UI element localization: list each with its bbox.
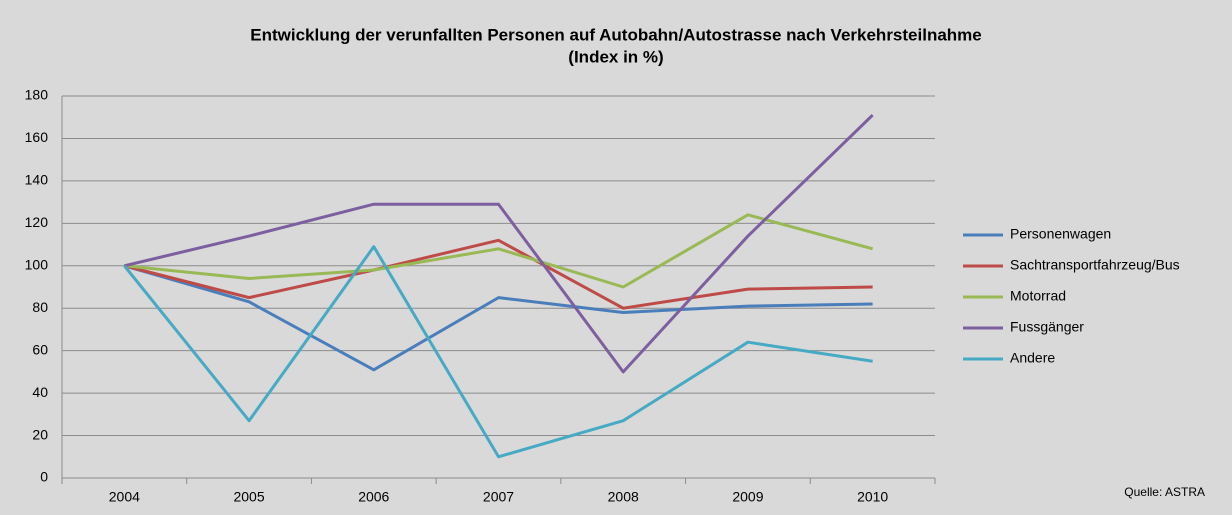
series-line — [123, 238, 873, 310]
series-line — [124, 213, 874, 289]
x-tick-label: 2005 — [233, 489, 264, 505]
x-tick-label: 2004 — [109, 489, 140, 505]
series-line — [123, 264, 873, 372]
x-tick-label: 2006 — [358, 489, 389, 505]
chart-title: Entwicklung der verunfallten Personen au… — [250, 25, 982, 44]
y-tick-label: 100 — [25, 256, 49, 272]
y-tick-label: 80 — [32, 299, 48, 315]
legend-label: Andere — [1010, 350, 1055, 366]
x-tick-label: 2009 — [732, 489, 763, 505]
y-tick-label: 180 — [25, 87, 49, 103]
y-tick-label: 140 — [25, 172, 49, 188]
y-tick-label: 120 — [25, 214, 49, 230]
y-tick-label: 160 — [25, 129, 49, 145]
y-tick-label: 40 — [32, 384, 48, 400]
y-tick-label: 0 — [40, 469, 48, 485]
x-tick-label: 2008 — [608, 489, 639, 505]
legend-label: Personenwagen — [1010, 226, 1111, 242]
chart-subtitle: (Index in %) — [568, 47, 663, 66]
y-tick-label: 60 — [32, 341, 48, 357]
x-tick-label: 2010 — [857, 489, 888, 505]
series-line — [124, 114, 874, 374]
y-tick-label: 20 — [32, 426, 48, 442]
series-line — [123, 245, 873, 459]
x-tick-label: 2007 — [483, 489, 514, 505]
legend-label: Motorrad — [1010, 288, 1066, 304]
legend-label: Fussgänger — [1010, 319, 1084, 335]
source-note: Quelle: ASTRA — [1124, 485, 1205, 499]
legend-label: Sachtransportfahrzeug/Bus — [1010, 257, 1180, 273]
